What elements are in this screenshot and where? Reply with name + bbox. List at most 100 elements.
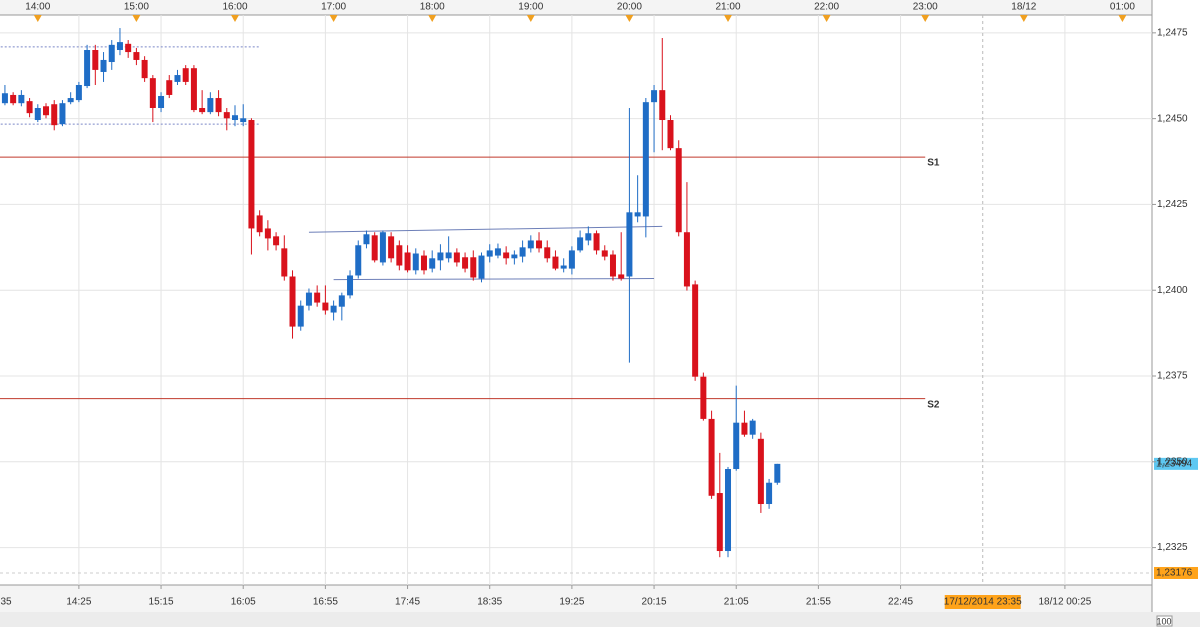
x-tick-label: 18:35 xyxy=(477,597,502,608)
plot-area xyxy=(0,15,1152,585)
candle-body xyxy=(174,75,181,82)
top-tick-label: 01:00 xyxy=(1110,2,1135,13)
candle-body xyxy=(733,422,740,470)
candle-body xyxy=(264,228,271,239)
x-tick-label: 19:25 xyxy=(559,597,584,608)
candle-body xyxy=(232,115,239,121)
candle-body xyxy=(125,43,132,53)
cursor-box xyxy=(944,595,1021,609)
y-tick-label: 1,2400 xyxy=(1157,285,1188,296)
zoom-label: 100 xyxy=(1156,616,1171,626)
top-tick-marker xyxy=(428,15,437,22)
candle-body xyxy=(544,247,551,259)
candle-body xyxy=(626,212,633,277)
y-tick-label: 1,2475 xyxy=(1157,27,1188,38)
candle-body xyxy=(289,276,296,327)
top-tick-label: 17:00 xyxy=(321,2,346,13)
candle-body xyxy=(536,240,543,249)
top-tick-marker xyxy=(329,15,338,22)
x-tick-label: 21:05 xyxy=(724,597,749,608)
candle-body xyxy=(593,233,600,251)
candle-body xyxy=(667,120,674,149)
candle-body xyxy=(158,95,165,108)
candle-body xyxy=(503,252,510,259)
overlay: 1,23494 1,23176 xyxy=(1154,457,1198,579)
candle-body xyxy=(190,68,197,111)
candle-body xyxy=(692,284,699,377)
candle-body xyxy=(609,254,616,277)
candle-body xyxy=(273,236,280,246)
candle-body xyxy=(379,232,386,263)
candle-body xyxy=(240,118,247,123)
top-tick-marker xyxy=(526,15,535,22)
candle-body xyxy=(10,94,17,104)
x-tick-label: 20:15 xyxy=(642,597,667,608)
x-tick-label: 14:25 xyxy=(66,597,91,608)
candle-body xyxy=(388,236,395,259)
candle-body xyxy=(396,245,403,266)
top-tick-label: 16:00 xyxy=(222,2,247,13)
candle-body xyxy=(1,93,8,104)
candle-body xyxy=(67,98,74,103)
candle-body xyxy=(429,258,436,269)
candle-body xyxy=(642,102,649,217)
candle-body xyxy=(26,101,33,114)
top-tick-label: 15:00 xyxy=(124,2,149,13)
candle-body xyxy=(281,248,288,277)
top-tick-marker xyxy=(724,15,733,22)
top-tick-marker xyxy=(231,15,240,22)
candle-body xyxy=(338,295,345,307)
x-tick-label: 15:15 xyxy=(149,597,174,608)
candle-body xyxy=(166,80,173,95)
top-tick-marker xyxy=(33,15,42,22)
y-tick-label: 1,2450 xyxy=(1157,113,1188,124)
candle-body xyxy=(330,305,337,313)
candle-body xyxy=(470,257,477,278)
level-label: S1 xyxy=(927,158,940,169)
price-marker-label: 1,23176 xyxy=(1156,568,1193,579)
candle-body xyxy=(708,418,715,496)
y-tick-label: 1,2375 xyxy=(1157,371,1188,382)
candle-body xyxy=(577,237,584,251)
candle-body xyxy=(59,103,66,125)
candle-body xyxy=(651,90,658,103)
candle-body xyxy=(100,59,107,72)
candle-body xyxy=(766,482,773,505)
cursor-label: 17/12/2014 23:35 xyxy=(944,597,1022,608)
candle-body xyxy=(108,44,115,63)
candle-body xyxy=(149,78,156,108)
x-tick-label: 18/12 00:25 xyxy=(1038,597,1091,608)
top-tick-marker xyxy=(1118,15,1127,22)
top-tick-label: 21:00 xyxy=(715,2,740,13)
candle-body xyxy=(634,212,641,217)
top-tick-label: 18/12 xyxy=(1011,2,1036,13)
candle-body xyxy=(494,248,501,256)
zoom-box xyxy=(1156,615,1173,627)
candle-body xyxy=(725,469,732,552)
candle-body xyxy=(92,50,99,70)
candle-body xyxy=(453,252,460,263)
y-tick-label: 1,2325 xyxy=(1157,542,1188,553)
top-tick-label: 19:00 xyxy=(518,2,543,13)
x-tick-label: 16:05 xyxy=(231,597,256,608)
candle-body xyxy=(412,253,419,271)
candle-body xyxy=(223,112,230,119)
candle-body xyxy=(141,59,148,79)
candle-body xyxy=(527,240,534,249)
candle-body xyxy=(182,68,189,82)
candle-body xyxy=(322,302,329,311)
candle-body xyxy=(741,422,748,435)
candle-body xyxy=(207,98,214,113)
candle-body xyxy=(445,252,452,259)
candle-body xyxy=(51,104,58,126)
candle-body xyxy=(568,250,575,269)
candle-body xyxy=(215,98,222,113)
top-tick-marker xyxy=(625,15,634,22)
candle-body xyxy=(199,107,206,113)
price-marker-label: 1,23494 xyxy=(1156,459,1193,470)
candle-body xyxy=(75,85,82,101)
candle-body xyxy=(420,255,427,271)
candle-body xyxy=(34,107,41,121)
